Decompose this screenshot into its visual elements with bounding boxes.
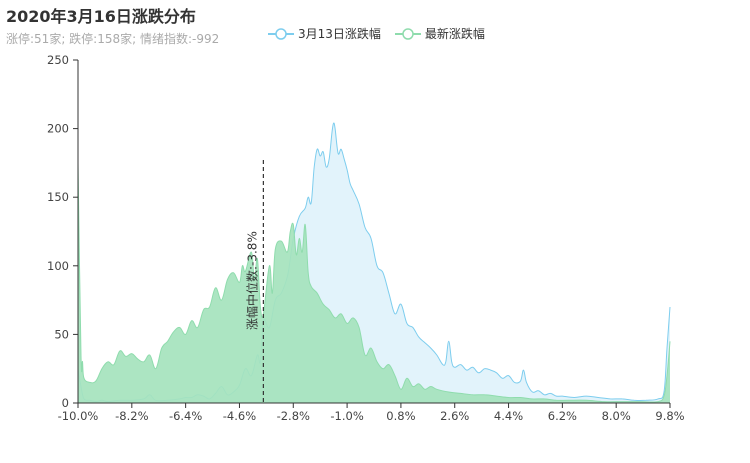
- x-tick-label-7: 2.6%: [440, 409, 469, 423]
- x-tick-label-11: 9.8%: [655, 409, 684, 423]
- legend-symbol-series-1: [394, 27, 421, 40]
- y-tick-label-4: 200: [47, 122, 69, 136]
- chart-title: 2020年3月16日涨跌分布: [6, 7, 196, 26]
- median-label: 涨幅中位数:-3.8%: [244, 231, 259, 330]
- chart-subtitle: 涨停:51家; 跌停:158家; 情绪指数:-992: [6, 32, 220, 46]
- legend: 3月13日涨跌幅 最新涨跌幅: [268, 25, 485, 42]
- x-tick-label-8: 4.4%: [494, 409, 523, 423]
- x-tick-label-9: 6.2%: [548, 409, 577, 423]
- x-tick-label-0: -10.0%: [58, 409, 99, 423]
- y-tick-label-1: 50: [54, 327, 69, 341]
- y-tick-label-0: 0: [62, 396, 69, 410]
- y-tick-label-3: 150: [47, 190, 69, 204]
- x-tick-label-10: 8.0%: [602, 409, 631, 423]
- legend-item-series-0[interactable]: 3月13日涨跌幅: [268, 25, 381, 42]
- legend-item-series-1[interactable]: 最新涨跌幅: [394, 25, 485, 42]
- x-tick-label-5: -1.0%: [330, 409, 363, 423]
- x-tick-label-4: -2.8%: [277, 409, 310, 423]
- legend-label-series-0: 3月13日涨跌幅: [298, 27, 381, 41]
- legend-symbol-series-0: [268, 27, 294, 40]
- x-tick-label-6: 0.8%: [386, 409, 415, 423]
- median-marker: 涨幅中位数:-3.8%: [244, 160, 264, 403]
- series-area-0: [78, 122, 670, 404]
- x-tick-label-2: -6.4%: [169, 409, 202, 423]
- series-area-1: [78, 162, 670, 403]
- series-line-1: [77, 162, 671, 403]
- axes: 0 50 100 150 200 250 -10.0% -8.2% -6.4% -4.6% -2.8…: [47, 53, 685, 423]
- series-areas: [77, 122, 671, 404]
- y-tick-label-2: 100: [47, 259, 69, 273]
- legend-label-series-1: 最新涨跌幅: [424, 27, 485, 41]
- x-tick-label-3: -4.6%: [223, 409, 256, 423]
- y-tick-label-5: 250: [47, 53, 69, 67]
- x-tick-label-1: -8.2%: [115, 409, 148, 423]
